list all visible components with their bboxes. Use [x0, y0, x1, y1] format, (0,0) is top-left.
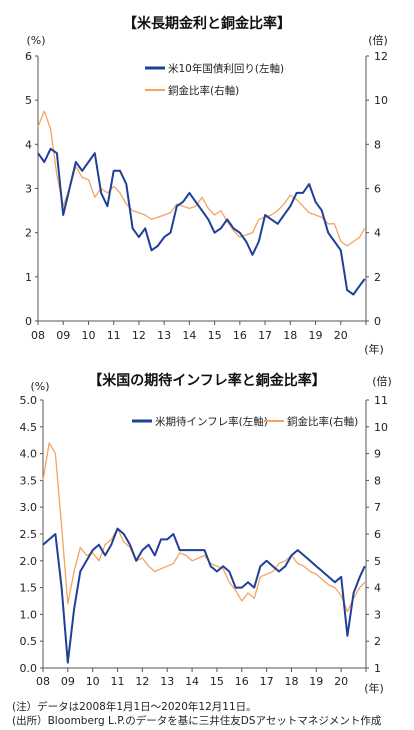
- series-line-left-axis: [37, 147, 366, 296]
- x-tick-label: 14: [182, 329, 196, 342]
- series-line-right-axis: [37, 110, 366, 247]
- series-line-right-axis: [42, 442, 366, 613]
- x-tick-label: 14: [185, 675, 199, 688]
- right-tick-label: 4: [374, 582, 381, 595]
- x-tick-label: 19: [309, 329, 323, 342]
- right-tick-label: 8: [374, 138, 381, 151]
- x-tick-label: 15: [210, 675, 224, 688]
- chart-title: 【米国の期待インフレ率と銅金比率】: [88, 372, 326, 389]
- right-tick-label: 10: [374, 94, 388, 107]
- legend-label: 銅金比率(右軸): [287, 415, 358, 428]
- x-tick-label: 10: [81, 329, 95, 342]
- left-tick-label: 5: [25, 94, 32, 107]
- x-tick-label: 11: [107, 329, 121, 342]
- left-axis-unit: (%): [30, 380, 49, 393]
- left-tick-label: 5.0: [20, 394, 38, 407]
- right-tick-label: 8: [374, 474, 381, 487]
- chart-copper-gold-vs-us10y: 【米長期金利と銅金比率】 (%) (倍) (年) 012345602468101…: [25, 15, 388, 356]
- x-tick-label: 18: [284, 675, 298, 688]
- left-tick-label: 2: [25, 227, 32, 240]
- x-tick-label: 15: [208, 329, 222, 342]
- left-tick-label: 1.0: [20, 608, 38, 621]
- x-tick-label: 17: [260, 675, 274, 688]
- left-tick-label: 0: [25, 315, 32, 328]
- right-tick-label: 2: [374, 271, 381, 284]
- x-tick-label: 16: [233, 329, 247, 342]
- x-tick-label: 08: [31, 329, 45, 342]
- left-tick-label: 0.5: [20, 635, 38, 648]
- legend: 米期待インフレ率(左軸) 銅金比率(右軸): [132, 415, 358, 428]
- x-tick-label: 08: [36, 675, 50, 688]
- left-tick-label: 1: [25, 271, 32, 284]
- x-tick-label: 11: [111, 675, 125, 688]
- left-tick-label: 2.5: [20, 528, 38, 541]
- right-tick-label: 6: [374, 183, 381, 196]
- legend: 米10年国債利回り(左軸) 銅金比率(右軸): [145, 62, 284, 97]
- left-axis-unit: (%): [26, 34, 45, 47]
- right-tick-label: 12: [374, 50, 388, 63]
- chart-copper-gold-vs-inflation: 【米国の期待インフレ率と銅金比率】 (%) (倍) (年) 0.0 0.5 1.0 1…: [20, 372, 392, 695]
- x-tick-label: 09: [61, 675, 75, 688]
- left-tick-label: 6: [25, 50, 32, 63]
- x-tick-label: 18: [283, 329, 297, 342]
- x-tick-label: 13: [160, 675, 174, 688]
- x-tick-label: 20: [334, 675, 348, 688]
- x-tick-label: 20: [334, 329, 348, 342]
- x-tick-label: 16: [235, 675, 249, 688]
- x-tick-label: 09: [56, 329, 70, 342]
- x-tick-label: 12: [135, 675, 149, 688]
- chart-title: 【米長期金利と銅金比率】: [123, 15, 291, 32]
- note-line: (注）データは2008年1月1日～2020年12月11日。: [12, 700, 257, 713]
- left-tick-label: 4.5: [20, 421, 38, 434]
- left-tick-label: 4.0: [20, 448, 38, 461]
- left-tick-label: 2.0: [20, 555, 38, 568]
- right-tick-label: 5: [374, 555, 381, 568]
- right-tick-label: 6: [374, 528, 381, 541]
- legend-label: 米期待インフレ率(左軸): [155, 415, 268, 428]
- legend-label: 銅金比率(右軸): [168, 84, 239, 97]
- left-tick-label: 3: [25, 183, 32, 196]
- right-axis-unit: (倍): [372, 374, 392, 388]
- x-tick-label: 19: [309, 675, 323, 688]
- x-tick-label: 17: [258, 329, 272, 342]
- right-tick-label: 2: [374, 635, 381, 648]
- right-tick-label: 11: [374, 394, 388, 407]
- source-line: (出所）Bloomberg L.P.のデータを基に三井住友DSアセットマネジメン…: [12, 714, 382, 727]
- right-axis-unit: (倍): [368, 33, 388, 47]
- left-tick-label: 0.0: [20, 662, 38, 675]
- x-tick-label: 13: [157, 329, 171, 342]
- right-tick-label: 7: [374, 501, 381, 514]
- x-tick-label: 12: [132, 329, 146, 342]
- right-tick-label: 4: [374, 227, 381, 240]
- right-tick-label: 9: [374, 448, 381, 461]
- series-line-left-axis: [42, 527, 366, 664]
- right-tick-label: 1: [374, 662, 381, 675]
- x-axis-unit: (年): [364, 342, 384, 356]
- x-tick-label: 10: [86, 675, 100, 688]
- right-tick-label: 10: [374, 421, 388, 434]
- legend-label: 米10年国債利回り(左軸): [168, 62, 284, 75]
- right-tick-label: 0: [374, 315, 381, 328]
- left-tick-label: 3.0: [20, 501, 38, 514]
- x-axis-unit: (年): [364, 681, 384, 695]
- left-tick-label: 4: [25, 138, 32, 151]
- left-tick-label: 3.5: [20, 474, 38, 487]
- left-tick-label: 1.5: [20, 582, 38, 595]
- right-tick-label: 3: [374, 608, 381, 621]
